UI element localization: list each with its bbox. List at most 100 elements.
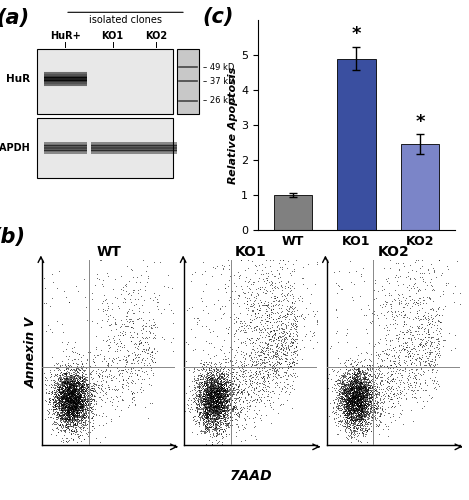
Point xyxy=(223,390,230,398)
Point xyxy=(336,398,344,406)
Point xyxy=(65,404,72,412)
Point xyxy=(221,386,228,394)
Point xyxy=(57,392,65,400)
Point xyxy=(368,413,375,421)
Point xyxy=(53,402,60,410)
Point xyxy=(209,402,216,410)
Point xyxy=(211,414,218,422)
Point xyxy=(356,375,364,383)
Point xyxy=(127,368,134,376)
Point xyxy=(413,256,420,264)
Point xyxy=(203,374,211,382)
Point xyxy=(350,400,358,408)
Point xyxy=(59,404,67,412)
Point xyxy=(357,407,364,415)
Point xyxy=(63,384,71,392)
Point xyxy=(354,390,362,398)
Point xyxy=(58,397,65,405)
Point xyxy=(91,380,98,388)
Point xyxy=(211,366,218,374)
Point xyxy=(210,399,217,407)
Point xyxy=(289,332,297,340)
Point xyxy=(196,392,204,400)
Point xyxy=(242,436,249,444)
Point xyxy=(59,394,67,402)
Point xyxy=(380,310,387,318)
Point xyxy=(342,410,349,418)
Point xyxy=(212,402,220,410)
Point xyxy=(205,372,213,380)
Point xyxy=(364,404,372,412)
Point xyxy=(353,389,361,397)
Point xyxy=(60,377,67,385)
Point xyxy=(201,415,208,423)
Point xyxy=(371,372,379,380)
Point xyxy=(272,352,279,360)
Point xyxy=(197,398,205,406)
Point xyxy=(193,416,201,424)
Point xyxy=(135,294,142,302)
Point xyxy=(73,408,80,416)
Point xyxy=(416,380,424,388)
Point xyxy=(122,367,129,375)
Point xyxy=(267,404,275,411)
Point xyxy=(270,366,278,374)
Point xyxy=(435,344,443,352)
Point xyxy=(354,372,361,380)
Point xyxy=(73,384,80,392)
Point xyxy=(75,408,82,416)
Point xyxy=(83,404,91,412)
Point xyxy=(349,398,357,406)
Point xyxy=(290,278,298,286)
Point xyxy=(370,406,377,414)
Point xyxy=(393,374,401,382)
Point xyxy=(64,390,71,398)
Point xyxy=(209,392,216,400)
Point xyxy=(71,406,79,414)
Point xyxy=(53,398,61,406)
Point xyxy=(67,415,74,423)
Point xyxy=(416,300,424,308)
Point xyxy=(270,296,278,304)
Point xyxy=(235,272,243,280)
Point xyxy=(70,383,77,391)
Point xyxy=(287,284,294,292)
Point xyxy=(257,414,264,422)
Point xyxy=(268,341,276,349)
Point xyxy=(73,410,80,418)
Point xyxy=(247,393,255,401)
Point xyxy=(233,404,240,412)
Point xyxy=(203,366,210,374)
Point xyxy=(54,409,61,417)
Point xyxy=(340,408,348,416)
Point xyxy=(88,397,95,405)
Point xyxy=(360,411,367,419)
Point xyxy=(215,395,223,403)
Point xyxy=(372,402,380,410)
Point xyxy=(356,403,363,411)
Point xyxy=(411,326,419,334)
Point xyxy=(346,399,353,407)
Point xyxy=(76,389,83,397)
Point xyxy=(217,389,225,397)
Point xyxy=(348,394,356,402)
Point xyxy=(63,409,71,417)
Point xyxy=(194,430,201,438)
Point xyxy=(77,408,85,416)
Point xyxy=(201,418,209,426)
Point xyxy=(352,380,360,388)
Point xyxy=(213,332,221,340)
Point xyxy=(357,415,364,423)
Point xyxy=(260,346,267,354)
Point xyxy=(285,390,293,398)
Point xyxy=(106,322,113,330)
Point xyxy=(281,284,288,292)
Point xyxy=(252,432,259,440)
Point xyxy=(67,390,74,398)
Point xyxy=(192,391,200,399)
Point xyxy=(62,415,70,423)
Point xyxy=(222,406,229,414)
Point xyxy=(362,384,369,392)
Point xyxy=(82,408,89,416)
Point xyxy=(242,384,249,392)
